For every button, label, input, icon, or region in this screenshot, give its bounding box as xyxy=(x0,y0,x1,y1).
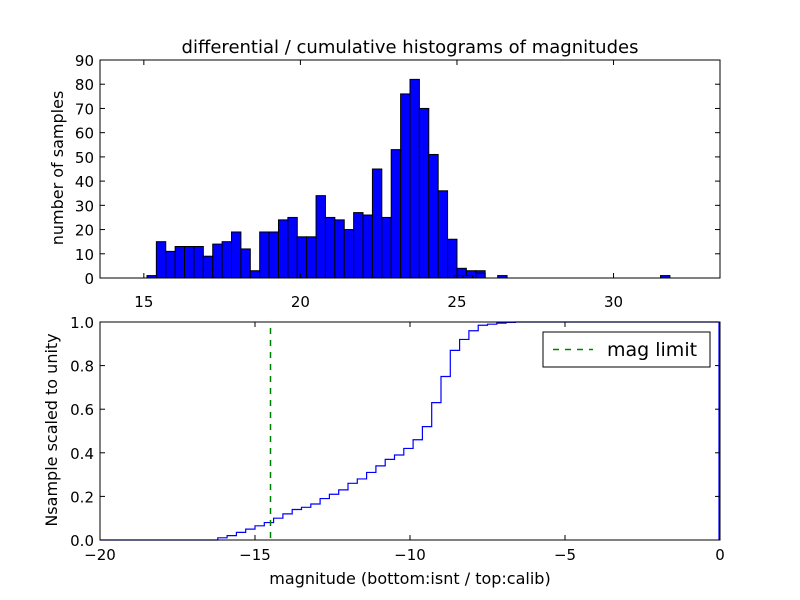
histogram-bar xyxy=(428,153,439,279)
histogram-bar xyxy=(324,216,336,279)
histogram-bar xyxy=(212,243,223,279)
top-x-tick-label: 25 xyxy=(447,293,466,311)
bottom-plot-frame xyxy=(99,321,721,541)
histogram-bar xyxy=(371,168,383,279)
histogram-bar xyxy=(343,229,355,279)
histogram-bar xyxy=(296,236,308,279)
histogram-bar xyxy=(475,272,486,279)
histogram-bar xyxy=(381,216,392,279)
bottom-y-tick-label: 0.4 xyxy=(70,445,94,463)
top-x-tick-label: 15 xyxy=(134,293,153,311)
bottom-y-tick-label: 1.0 xyxy=(70,314,94,332)
bottom-x-tick-label: −10 xyxy=(394,546,426,564)
top-plot-frame xyxy=(99,59,721,279)
top-y-tick-label: 0 xyxy=(84,270,94,288)
legend-entry-mag-limit: mag limit xyxy=(607,339,697,361)
top-y-tick-label: 20 xyxy=(75,222,94,240)
top-bars-group xyxy=(146,78,671,279)
top-y-tick-label: 10 xyxy=(75,246,94,264)
top-y-tick-label: 70 xyxy=(75,100,94,118)
histogram-bar xyxy=(447,238,458,279)
bottom-y-tick-label: 0.2 xyxy=(70,488,94,506)
chart-title: differential / cumulative histograms of … xyxy=(182,37,639,58)
histogram-bar xyxy=(277,219,289,279)
histogram-bar xyxy=(231,231,242,279)
top-y-tick-label: 30 xyxy=(75,197,94,215)
histogram-bar xyxy=(409,78,420,279)
top-y-ticks: 0 10 20 30 40 50 60 70 80 90 xyxy=(75,52,720,288)
bottom-x-axis-label: magnitude (bottom:isnt / top:calib) xyxy=(269,569,550,588)
histogram-bar xyxy=(362,214,373,279)
histogram-bar xyxy=(249,270,261,279)
top-y-tick-label: 90 xyxy=(75,52,94,70)
histogram-bar xyxy=(287,216,298,279)
bottom-y-axis-label: Nsample scaled to unity xyxy=(42,333,61,526)
bottom-x-tick-label: −20 xyxy=(84,546,116,564)
top-y-tick-label: 40 xyxy=(75,173,94,191)
histogram-bar xyxy=(418,107,430,279)
histogram-bar xyxy=(184,246,195,279)
bottom-y-tick-label: 0.8 xyxy=(70,358,94,376)
histogram-bar xyxy=(165,250,176,279)
histogram-bar xyxy=(334,219,345,279)
bottom-y-tick-label: 0.6 xyxy=(70,401,94,419)
bottom-x-tick-label: −5 xyxy=(554,546,576,564)
histogram-bar xyxy=(221,241,233,279)
histogram-bar xyxy=(155,241,167,279)
bottom-y-tick-label: 0.0 xyxy=(70,532,94,550)
histogram-bar xyxy=(240,248,251,279)
top-x-tick-label: 20 xyxy=(291,293,310,311)
top-x-ticks: 15 20 25 30 xyxy=(134,60,623,311)
bottom-x-tick-label: 0 xyxy=(715,546,725,564)
top-y-tick-label: 50 xyxy=(75,149,94,167)
histogram-bar xyxy=(202,255,214,279)
histogram-bar xyxy=(437,190,449,279)
bottom-cumulative-chart: Nsample scaled to unity magnitude (botto… xyxy=(42,314,725,588)
bottom-x-ticks: −20 −15 −10 −5 0 xyxy=(84,322,725,564)
histogram-bar xyxy=(400,93,411,279)
top-x-tick-label: 30 xyxy=(604,293,623,311)
histogram-bar xyxy=(268,231,279,279)
bottom-x-tick-label: −15 xyxy=(239,546,271,564)
bottom-plot-area xyxy=(100,321,720,541)
cumulative-step-line xyxy=(100,321,719,541)
legend: mag limit xyxy=(542,331,711,368)
histogram-bar xyxy=(259,231,270,279)
histogram-bar xyxy=(353,212,364,279)
top-y-tick-label: 60 xyxy=(75,125,94,143)
top-y-axis-label: number of samples xyxy=(48,91,67,246)
histogram-bar xyxy=(193,246,204,279)
histogram-bar xyxy=(315,195,326,279)
top-y-tick-label: 80 xyxy=(75,76,94,94)
histogram-bar xyxy=(306,236,317,279)
histogram-bar xyxy=(390,149,402,279)
histogram-bar xyxy=(174,246,186,279)
top-histogram-chart: differential / cumulative histograms of … xyxy=(48,37,721,311)
